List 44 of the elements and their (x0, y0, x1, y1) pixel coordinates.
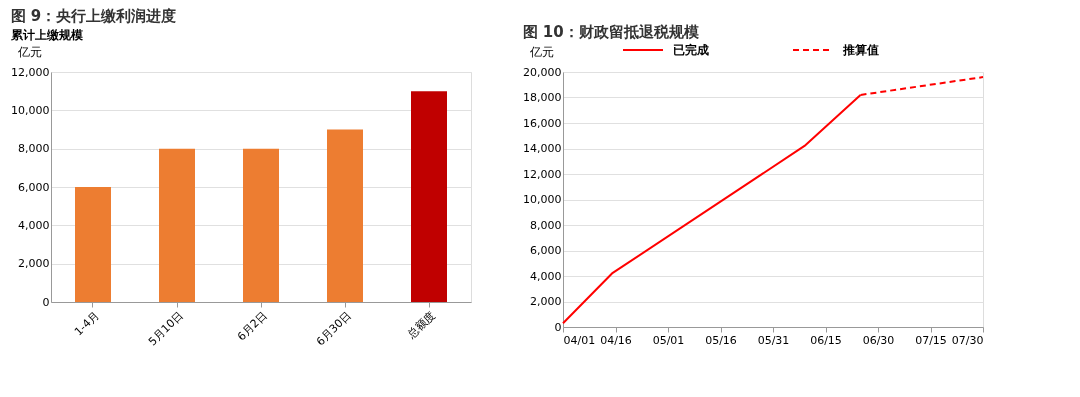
y-tick-label: 10,000 (523, 193, 562, 206)
x-tick-label: 5月10日 (145, 308, 186, 349)
x-tick-label: 05/31 (757, 333, 790, 347)
x-tick-label: 07/30 (951, 333, 984, 347)
x-tick-label: 6月30日 (313, 308, 354, 349)
y-tick-label: 16,000 (523, 116, 562, 130)
bar (327, 129, 363, 302)
x-tick-label: 04/01 (563, 333, 596, 347)
bar (75, 187, 111, 302)
x-tick-label: 07/15 (915, 333, 947, 347)
y-tick-label: 0 (42, 295, 50, 309)
y-tick-label: 8,000 (18, 142, 50, 156)
chart-title: 图 9：央行上缴利润进度 (10, 7, 177, 25)
legend-label: 推算值 (842, 43, 879, 57)
bar (411, 91, 447, 302)
x-tick-label: 06/30 (862, 333, 895, 347)
chart-subtitle: 累计上缴规模 (9, 28, 83, 42)
chart-title: 图 10：财政留抵退税规模 (522, 23, 700, 41)
y-axis-title: 亿元 (16, 44, 42, 59)
bar (243, 148, 279, 302)
y-tick-label: 18,000 (523, 91, 562, 104)
y-tick-label: 20,000 (523, 65, 562, 79)
x-tick-label: 总额度 (404, 308, 438, 343)
y-tick-label: 4,000 (530, 269, 562, 283)
x-tick-label: 05/16 (705, 333, 737, 347)
y-tick-label: 6,000 (18, 180, 50, 194)
y-tick-label: 14,000 (523, 142, 562, 155)
y-tick-label: 6,000 (530, 244, 562, 257)
legend-label: 已完成 (673, 43, 709, 57)
x-tick-label: 1-4月 (71, 308, 102, 339)
y-tick-label: 2,000 (530, 295, 562, 308)
x-tick-label: 6月2日 (234, 308, 270, 344)
y-tick-label: 12,000 (523, 167, 562, 181)
x-tick-label: 05/01 (652, 333, 685, 347)
x-tick-label: 06/15 (810, 333, 842, 347)
x-tick-label: 04/16 (600, 333, 632, 347)
y-tick-label: 4,000 (18, 218, 50, 232)
y-tick-label: 12,000 (11, 65, 50, 79)
y-tick-label: 2,000 (18, 257, 50, 271)
bar (159, 148, 195, 302)
y-tick-label: 8,000 (530, 218, 562, 232)
y-tick-label: 0 (554, 320, 562, 334)
y-axis-title: 亿元 (528, 44, 554, 59)
y-tick-label: 10,000 (11, 103, 50, 117)
